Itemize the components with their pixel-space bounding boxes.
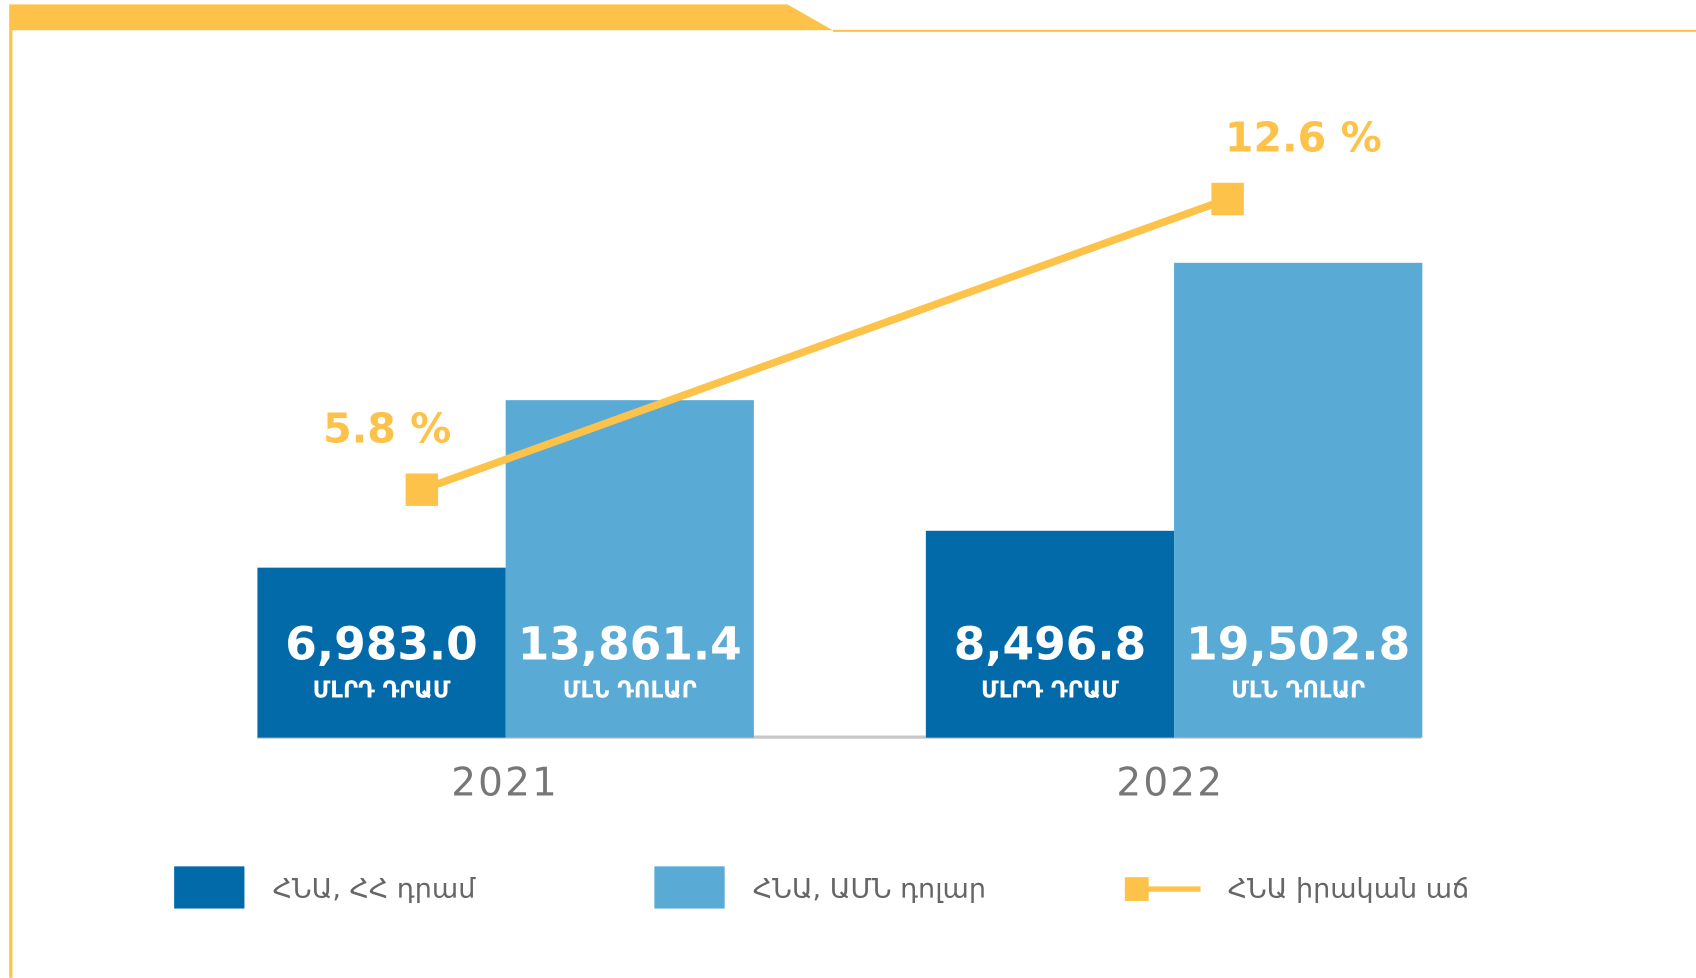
line-value-label: 5.8 % xyxy=(323,404,451,452)
legend-label: ՀՆԱ իրական աճ xyxy=(1228,874,1469,905)
x-tick-label: 2021 xyxy=(451,761,559,806)
bar xyxy=(505,400,754,738)
bar-value-label: 13,861.4 xyxy=(518,617,742,670)
header-band xyxy=(10,4,833,31)
line-marker xyxy=(1211,182,1244,216)
bar xyxy=(925,530,1175,738)
bar-value-label: 19,502.8 xyxy=(1186,617,1410,670)
line-marker xyxy=(405,473,439,506)
legend-label: ՀՆԱ, ԱՄՆ դոլար xyxy=(753,874,986,905)
legend-label: ՀՆԱ, ՀՀ դրամ xyxy=(273,874,477,905)
line xyxy=(420,195,1229,494)
x-tick-label: 2022 xyxy=(1116,761,1224,806)
bar-unit-label: ՄԼՐԴ ԴՐԱՄ xyxy=(313,678,451,704)
bar xyxy=(1174,262,1423,738)
legend-swatch xyxy=(654,866,725,909)
legend-swatch xyxy=(174,866,245,909)
bar xyxy=(257,567,506,738)
legend-marker xyxy=(1124,877,1149,901)
bar-unit-label: ՄԼՆ ԴՈԼԱՐ xyxy=(563,678,697,704)
line-value-label: 12.6 % xyxy=(1225,114,1382,162)
bar-value-label: 6,983.0 xyxy=(285,617,477,670)
bar-unit-label: ՄԼՐԴ ԴՐԱՄ xyxy=(981,678,1119,704)
bar-unit-label: ՄԼՆ ԴՈԼԱՐ xyxy=(1231,678,1365,704)
chart-body: 2021 6,983.0 ՄԼՐԴ ԴՐԱՄ 13,861.4 ՄԼՆ ԴՈԼԱՐ 202… xyxy=(9,4,1696,978)
bar-value-label: 8,496.8 xyxy=(954,617,1146,670)
